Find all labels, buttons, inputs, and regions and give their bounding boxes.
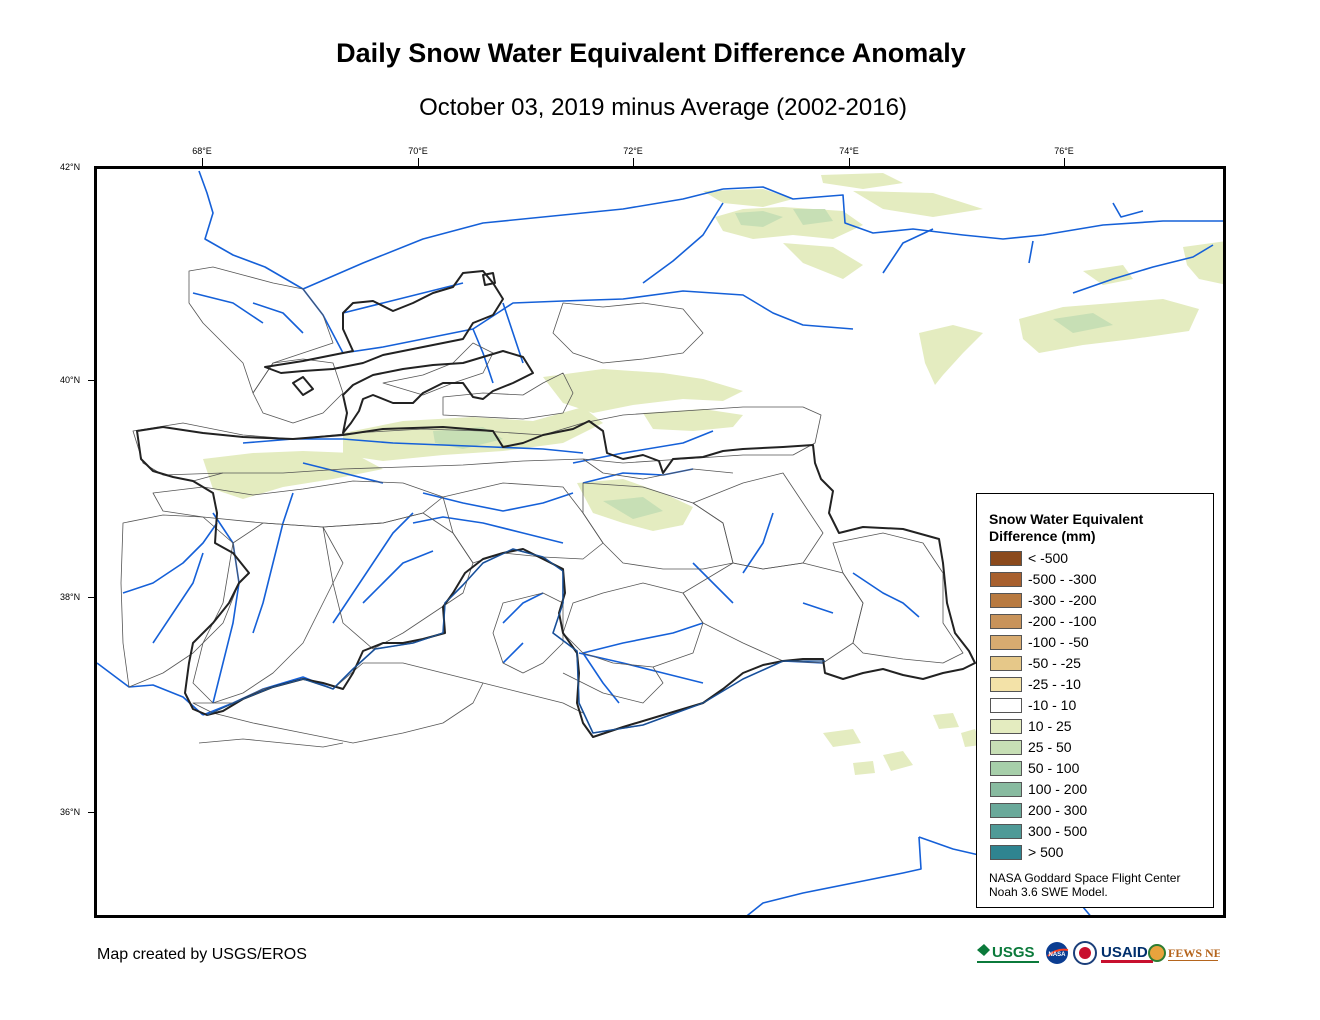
map-title: Daily Snow Water Equivalent Difference A…	[336, 38, 966, 68]
partner-logos: USGS NASA USAID FEWS NET	[976, 940, 1220, 968]
legend-swatch	[990, 761, 1022, 776]
legend-swatch	[990, 782, 1022, 797]
legend-title-line2: Difference (mm)	[989, 528, 1096, 544]
lon-tick-74: 74°E	[839, 146, 859, 156]
legend-label: 300 - 500	[1028, 823, 1088, 839]
fews-net-logo-text: FEWS NET	[1168, 946, 1220, 960]
legend-swatch	[990, 656, 1022, 671]
usaid-logo-text: USAID	[1101, 944, 1148, 961]
snow-anomaly-layer	[203, 173, 1223, 775]
legend-swatch	[990, 698, 1022, 713]
lon-tickmark	[202, 158, 203, 166]
lat-tickmark	[88, 812, 94, 813]
snow-anomaly-layer-mid	[433, 209, 1113, 519]
lat-tickmark	[88, 380, 94, 381]
dos-seal-logo	[1073, 941, 1097, 965]
lon-tick-68: 68°E	[192, 146, 212, 156]
legend-swatch	[990, 614, 1022, 629]
legend-label: -200 - -100	[1028, 613, 1097, 629]
fews-net-logo: FEWS NET	[1148, 944, 1220, 962]
map-legend: Snow Water Equivalent Difference (mm) < …	[976, 493, 1214, 908]
lon-tick-72: 72°E	[623, 146, 643, 156]
legend-label: -10 - 10	[1028, 697, 1077, 713]
legend-label: 10 - 25	[1028, 718, 1072, 734]
lon-tickmark	[418, 158, 419, 166]
basin-layer	[120, 266, 964, 748]
legend-label: -500 - -300	[1028, 571, 1097, 587]
map-canvas	[97, 170, 1223, 915]
legend-swatch	[990, 803, 1022, 818]
legend-swatch	[990, 740, 1022, 755]
usgs-logo: USGS	[977, 944, 1039, 963]
lon-tickmark	[1064, 158, 1065, 166]
nasa-logo-text: NASA	[1048, 952, 1066, 958]
legend-label: 25 - 50	[1028, 739, 1072, 755]
legend-label: 100 - 200	[1028, 781, 1088, 797]
legend-label: 50 - 100	[1028, 760, 1080, 776]
country-border-layer	[136, 270, 976, 738]
lat-tick-42: 42°N	[60, 162, 81, 172]
legend-swatch	[990, 572, 1022, 587]
legend-credit: NASA Goddard Space Flight Center Noah 3.…	[989, 871, 1180, 899]
legend-label: -25 - -10	[1028, 676, 1081, 692]
legend-swatch	[990, 551, 1022, 566]
usgs-logo-text: USGS	[992, 944, 1035, 961]
legend-swatch	[990, 824, 1022, 839]
map-subtitle: October 03, 2019 minus Average (2002-201…	[419, 94, 907, 121]
lat-tick-36: 36°N	[60, 807, 81, 817]
lon-tickmark	[633, 158, 634, 166]
legend-swatch	[990, 635, 1022, 650]
legend-swatch	[990, 719, 1022, 734]
lon-tick-76: 76°E	[1054, 146, 1074, 156]
legend-label: -300 - -200	[1028, 592, 1097, 608]
map-credit-footer: Map created by USGS/EROS	[97, 946, 307, 963]
legend-title-line1: Snow Water Equivalent	[989, 511, 1144, 527]
lat-tick-40: 40°N	[60, 375, 81, 385]
legend-label: < -500	[1028, 550, 1069, 566]
lat-tickmark	[88, 597, 94, 598]
legend-label: > 500	[1028, 844, 1064, 860]
legend-swatch	[990, 593, 1022, 608]
legend-label: -50 - -25	[1028, 655, 1081, 671]
lon-tick-70: 70°E	[408, 146, 428, 156]
legend-credit-line2: Noah 3.6 SWE Model.	[989, 885, 1108, 899]
lat-tick-38: 38°N	[60, 592, 81, 602]
nasa-logo: NASA	[1046, 942, 1069, 964]
legend-title: Snow Water Equivalent Difference (mm)	[989, 511, 1143, 545]
panj-river-border	[206, 548, 825, 734]
usaid-logo: USAID	[1101, 944, 1153, 963]
legend-credit-line1: NASA Goddard Space Flight Center	[989, 871, 1181, 885]
legend-swatch	[990, 677, 1022, 692]
legend-swatch	[990, 845, 1022, 860]
legend-label: -100 - -50	[1028, 634, 1089, 650]
legend-label: 200 - 300	[1028, 802, 1088, 818]
lon-tickmark	[849, 158, 850, 166]
